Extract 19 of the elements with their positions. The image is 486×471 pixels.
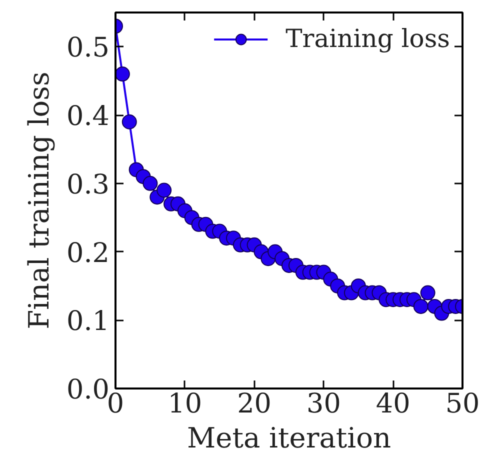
x-tick-label: 10 [168,388,202,420]
x-axis-title: Meta iteration [186,422,392,454]
point [413,298,428,314]
y-tick-label: 0.3 [66,169,110,200]
point [156,182,172,198]
y-tick-label: 0.4 [66,101,110,132]
point [116,66,130,82]
y-tick-label: 0.1 [66,306,110,338]
x-tick-label: 40 [376,388,410,420]
y-axis-title: Final training loss [22,72,56,330]
point [122,114,137,130]
y-tick-label: 0.5 [66,32,110,64]
x-tick-label: 20 [237,388,272,420]
y-tick-label: 0.2 [66,238,110,269]
x-tick-label: 50 [445,388,480,420]
x-tick-label: 30 [306,388,341,420]
point [420,285,436,300]
legend-label: Training loss [286,24,450,53]
point [142,176,158,191]
